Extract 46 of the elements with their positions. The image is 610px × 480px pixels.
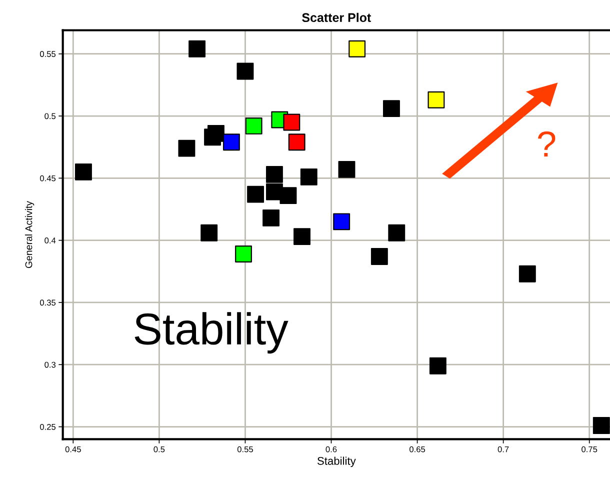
point bbox=[200, 224, 218, 242]
point bbox=[280, 187, 297, 204]
point bbox=[236, 62, 254, 80]
point bbox=[262, 209, 280, 226]
point bbox=[338, 160, 356, 178]
point bbox=[388, 224, 406, 242]
y-axis-title: General Activity bbox=[25, 200, 34, 268]
point bbox=[429, 357, 446, 374]
y-tick-label: 0.3 bbox=[44, 362, 56, 368]
point bbox=[518, 265, 536, 282]
point bbox=[383, 100, 400, 118]
x-tick-label: 0.5 bbox=[154, 446, 165, 452]
y-tick-label: 0.55 bbox=[40, 51, 56, 57]
y-tick-label: 0.4 bbox=[44, 238, 56, 244]
point bbox=[222, 134, 240, 151]
chart-title: Scatter Plot bbox=[302, 12, 371, 22]
point bbox=[348, 40, 366, 58]
point bbox=[294, 228, 310, 246]
point bbox=[288, 134, 306, 151]
x-tick-label: 0.65 bbox=[410, 446, 426, 452]
point bbox=[592, 417, 610, 434]
y-tick-label: 0.45 bbox=[40, 175, 56, 182]
x-tick-label: 0.55 bbox=[237, 446, 253, 452]
point bbox=[178, 140, 196, 157]
x-axis-title: Stability bbox=[317, 456, 356, 468]
x-tick-label: 0.75 bbox=[582, 446, 598, 452]
x-tick-label: 0.7 bbox=[498, 446, 509, 452]
x-tick-label: 0.45 bbox=[65, 446, 81, 452]
point bbox=[188, 40, 206, 58]
point bbox=[283, 114, 300, 131]
point bbox=[370, 248, 388, 265]
point bbox=[247, 186, 264, 203]
point bbox=[245, 117, 262, 134]
annotation: ? bbox=[538, 131, 556, 157]
point bbox=[75, 163, 92, 180]
annotation: Stability bbox=[134, 312, 288, 354]
y-tick-label: 0.25 bbox=[40, 424, 56, 430]
point bbox=[428, 91, 445, 108]
x-tick-label: 0.6 bbox=[326, 446, 337, 452]
point bbox=[300, 168, 318, 186]
point bbox=[266, 166, 283, 183]
y-tick-label: 0.5 bbox=[44, 113, 56, 120]
y-tick-label: 0.35 bbox=[40, 300, 56, 306]
point bbox=[235, 246, 252, 262]
point bbox=[333, 213, 350, 230]
point bbox=[204, 128, 221, 146]
